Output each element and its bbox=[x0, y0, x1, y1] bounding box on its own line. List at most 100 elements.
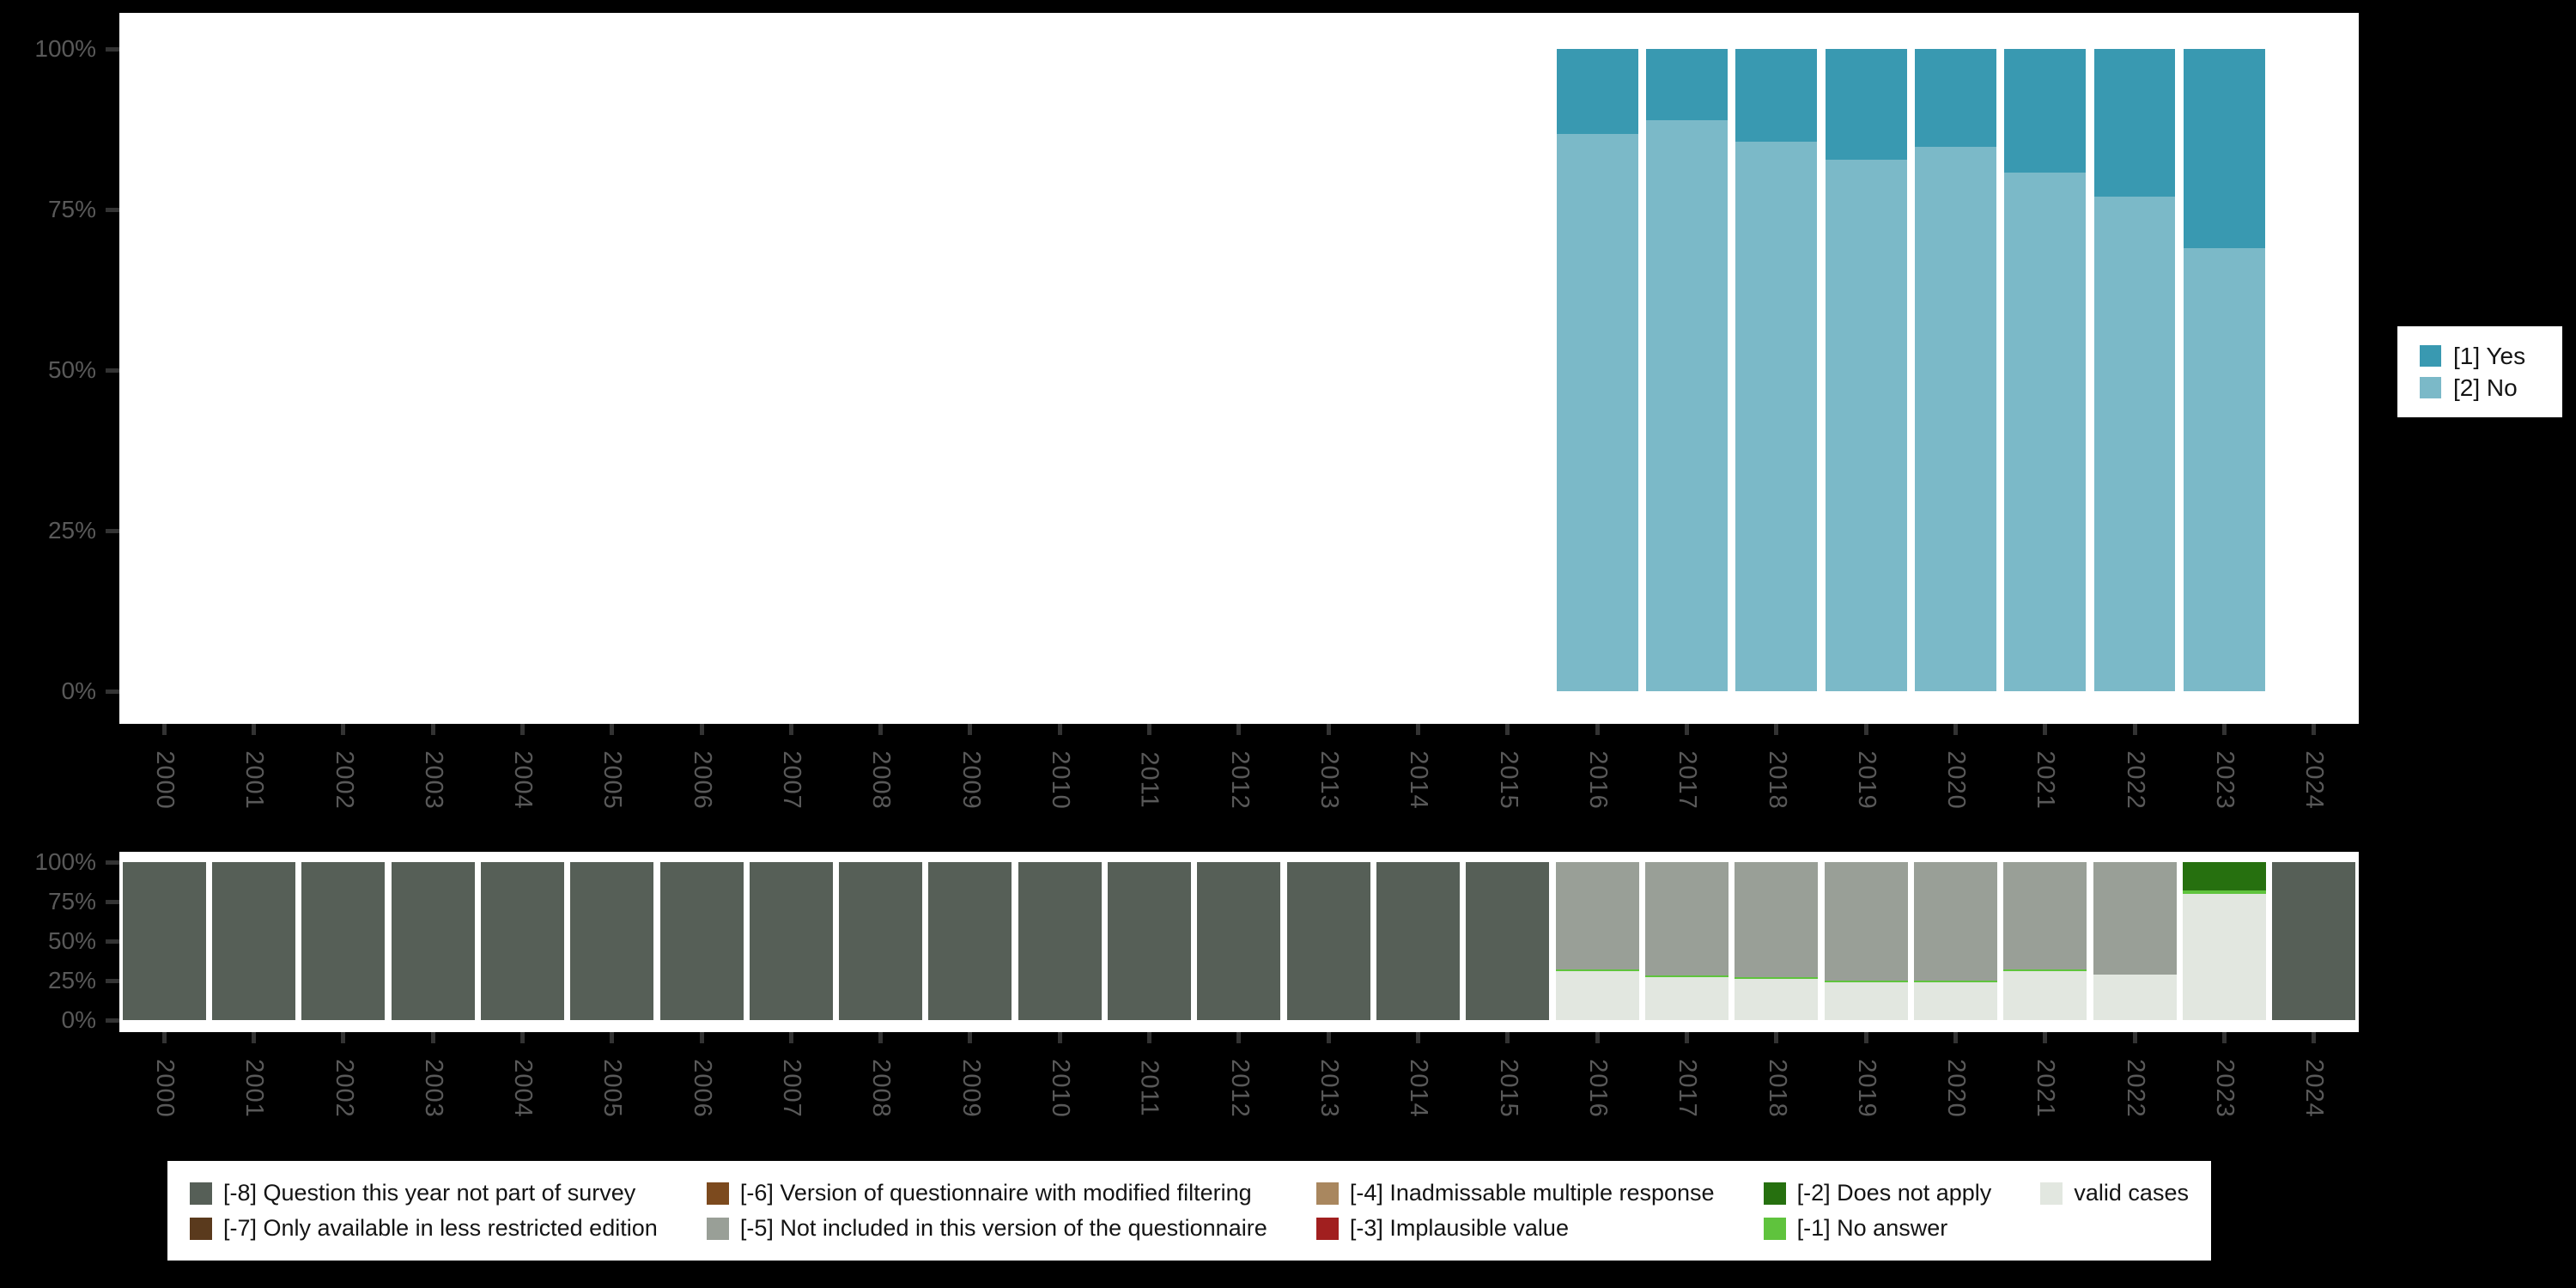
x-axis-tick-cell bbox=[2001, 1032, 2090, 1043]
x-axis-tick-cell bbox=[1104, 724, 1194, 735]
x-axis-year-label: 2022 bbox=[2121, 750, 2149, 810]
x-axis-year-label: 2024 bbox=[2300, 1058, 2329, 1118]
x-axis-tick bbox=[610, 1032, 615, 1043]
bar-2014 bbox=[1376, 862, 1461, 1020]
bar-2023-segment-valid bbox=[2182, 893, 2266, 1020]
x-axis-label-cell: 2012 bbox=[1194, 740, 1284, 819]
x-axis-year-label: 2001 bbox=[240, 1058, 268, 1118]
bar-2010 bbox=[1018, 862, 1102, 1020]
bar-2002-segment-m8 bbox=[301, 862, 386, 1020]
legend-item-yes: [1] Yes bbox=[2420, 343, 2562, 370]
bar-band-2005 bbox=[568, 862, 657, 1020]
bar-band-2001 bbox=[209, 862, 298, 1020]
bar-2014-segment-m8 bbox=[1376, 862, 1461, 1020]
x-axis-tick-cell bbox=[1642, 724, 1731, 735]
bar-band-2003 bbox=[388, 862, 477, 1020]
x-axis-year-label: 2011 bbox=[1136, 1059, 1164, 1117]
bar-2012 bbox=[1197, 862, 1281, 1020]
bar-2019-segment-m5 bbox=[1824, 862, 1908, 981]
x-axis-year-label: 2020 bbox=[1941, 750, 1970, 810]
y-axis-tick bbox=[106, 1018, 119, 1023]
y-axis-tick bbox=[106, 47, 119, 52]
bar-2019-segment-yes bbox=[1825, 49, 1907, 160]
legend-label-m6: [-6] Version of questionnaire with modif… bbox=[739, 1180, 1252, 1206]
bar-2009-segment-m8 bbox=[928, 862, 1012, 1020]
y-axis-tick bbox=[106, 529, 119, 533]
y-axis-tick bbox=[106, 900, 119, 904]
bar-2011-segment-m8 bbox=[1108, 862, 1192, 1020]
legend-item-m4: [-4] Inadmissable multiple response bbox=[1315, 1180, 1715, 1206]
x-axis-tick-cell bbox=[1463, 724, 1552, 735]
bar-2003 bbox=[391, 862, 475, 1020]
bar-2004-segment-m8 bbox=[480, 862, 564, 1020]
bar-2023 bbox=[2183, 49, 2265, 691]
x-axis-label-cell: 2020 bbox=[1911, 740, 2000, 819]
x-axis-tick bbox=[1953, 724, 1958, 735]
x-axis-tick-cell bbox=[568, 1032, 657, 1043]
legend-label-no: [2] No bbox=[2453, 374, 2518, 401]
bar-2012-segment-m8 bbox=[1197, 862, 1281, 1020]
y-axis-tick-label: 75% bbox=[47, 888, 96, 914]
bar-band-2013 bbox=[1284, 862, 1373, 1020]
x-axis-tick bbox=[430, 1032, 435, 1043]
legend-swatch-m1-icon bbox=[1763, 1217, 1786, 1240]
x-axis-tick bbox=[699, 1032, 704, 1043]
bar-2020-segment-yes bbox=[1914, 49, 1996, 147]
y-axis-tick-label: 25% bbox=[47, 517, 96, 544]
x-axis-year-label: 2016 bbox=[1583, 1058, 1612, 1118]
x-axis-year-label: 2021 bbox=[2032, 1058, 2060, 1118]
x-axis-year-label: 2019 bbox=[1852, 750, 1880, 810]
bar-band-2024 bbox=[2269, 49, 2359, 691]
y-axis-tick-label: 100% bbox=[34, 35, 96, 62]
bar-2000 bbox=[122, 862, 206, 1020]
x-axis-year-label: 2007 bbox=[777, 750, 805, 810]
x-axis-tick bbox=[2221, 724, 2227, 735]
x-axis-tick-cell bbox=[2001, 724, 2090, 735]
x-axis-tick bbox=[1326, 1032, 1331, 1043]
bar-band-2022 bbox=[2090, 862, 2179, 1020]
bar-2005-segment-m8 bbox=[570, 862, 654, 1020]
bar-band-2015 bbox=[1463, 862, 1552, 1020]
bar-band-2003 bbox=[388, 49, 477, 691]
x-axis-tick-cell bbox=[2269, 724, 2359, 735]
bar-2013 bbox=[1286, 862, 1370, 1020]
legend-swatch-m3-icon bbox=[1315, 1217, 1339, 1240]
x-axis-label-cell: 2017 bbox=[1642, 740, 1731, 819]
x-axis-tick bbox=[2043, 724, 2048, 735]
bar-2021-segment-yes bbox=[2004, 49, 2087, 173]
bar-2015 bbox=[1466, 862, 1550, 1020]
x-axis-tick-cell bbox=[2179, 724, 2269, 735]
bar-band-2017 bbox=[1642, 49, 1731, 691]
bar-2018-segment-m5 bbox=[1735, 862, 1819, 978]
x-axis-label-cell: 2018 bbox=[1732, 1048, 1821, 1127]
x-axis-tick-cell bbox=[1015, 1032, 1104, 1043]
bar-2021-segment-m5 bbox=[2003, 862, 2087, 970]
bar-band-2007 bbox=[746, 862, 835, 1020]
bar-2009 bbox=[928, 862, 1012, 1020]
x-axis-label-cell: 2008 bbox=[836, 1048, 926, 1127]
bar-2018 bbox=[1735, 862, 1819, 1020]
x-axis-label-cell: 2011 bbox=[1104, 740, 1194, 819]
x-axis-label-cell: 2009 bbox=[926, 1048, 1015, 1127]
bar-band-2009 bbox=[926, 862, 1015, 1020]
x-axis-year-label: 2013 bbox=[1315, 750, 1343, 810]
bar-2020 bbox=[1913, 862, 1997, 1020]
bar-2021 bbox=[2003, 862, 2087, 1020]
y-axis-tick bbox=[106, 939, 119, 944]
x-axis-tick bbox=[1684, 1032, 1689, 1043]
y-axis-tick bbox=[106, 979, 119, 983]
bar-2018-segment-m1 bbox=[1735, 977, 1819, 980]
x-axis-tick-cell bbox=[1373, 724, 1462, 735]
legend-item-no: [2] No bbox=[2420, 374, 2562, 402]
x-axis-year-label: 2015 bbox=[1494, 750, 1522, 810]
x-axis-tick bbox=[1684, 724, 1689, 735]
bar-band-2019 bbox=[1821, 49, 1911, 691]
x-axis-year-label: 2010 bbox=[1046, 750, 1074, 810]
x-axis-tick bbox=[161, 1032, 167, 1043]
x-axis-tick bbox=[430, 724, 435, 735]
bar-2016-segment-yes bbox=[1556, 49, 1638, 134]
legend-label-valid: valid cases bbox=[2074, 1180, 2189, 1206]
x-axis-label-cell: 2023 bbox=[2179, 1048, 2269, 1127]
x-axis-year-label: 2018 bbox=[1763, 750, 1791, 810]
